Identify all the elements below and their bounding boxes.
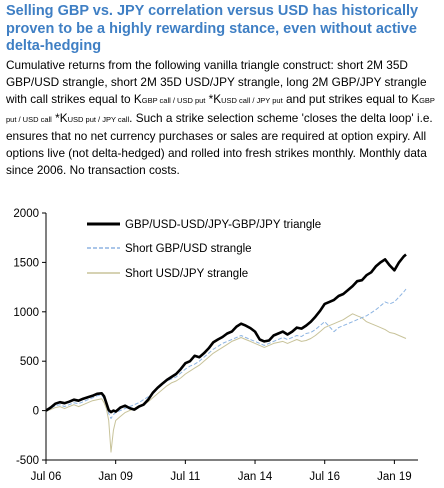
series-line-usdjpy (45, 313, 407, 453)
x-tick-label: Jul 11 (170, 471, 200, 483)
y-tick-label: 1000 (13, 307, 39, 319)
legend-label-usdjpy: Short USD/JPY strangle (125, 268, 248, 280)
x-tick-label: Jul 06 (31, 471, 62, 483)
y-tick-label: 0 (33, 406, 39, 418)
caption-subscript-4: USD put / JPY call (67, 114, 130, 124)
caption-subscript-3: GBP put / USD call (6, 96, 435, 124)
x-tick-label: Jul 16 (309, 471, 340, 483)
y-tick-label: 2000 (13, 208, 39, 220)
caption-mid-1: *K (205, 92, 222, 107)
line-chart: -500 0 500 1000 1500 2000 Jul 06 Jan 09 Jul 11 Ja… (13, 208, 418, 483)
series-line-triangle (45, 253, 407, 414)
caption-mid-2: *K (51, 110, 68, 125)
chart-legend: GBP/USD-USD/JPY-GBP/JPY triangle Short GB… (87, 219, 321, 280)
caption-part-1: Cumulative returns from the following va… (6, 58, 427, 107)
chart-series (45, 253, 407, 453)
caption-subscript-1: GBP call / USD put (141, 96, 206, 106)
y-tick-label: -500 (16, 455, 39, 467)
caption-part-3: . Such a strike selection scheme 'closes… (6, 110, 433, 178)
legend-label-gbpusd: Short GBP/USD strangle (125, 243, 252, 255)
caption-part-2: and put strikes equal to K (282, 92, 420, 107)
chart-title: Selling GBP vs. JPY correlation versus U… (6, 3, 419, 54)
legend-label-triangle: GBP/USD-USD/JPY-GBP/JPY triangle (125, 219, 321, 231)
x-tick-label: Jan 09 (98, 471, 133, 483)
chart-caption: Cumulative returns from the following va… (6, 57, 442, 179)
y-tick-label: 1500 (13, 257, 39, 269)
y-tick-label: 500 (20, 356, 39, 368)
x-tick-label: Jan 19 (377, 471, 412, 483)
x-tick-label: Jan 14 (238, 471, 273, 483)
chart-axes: -500 0 500 1000 1500 2000 Jul 06 Jan 09 Jul 11 Ja… (13, 208, 418, 483)
caption-subscript-2: USD call / JPY put (221, 96, 283, 106)
